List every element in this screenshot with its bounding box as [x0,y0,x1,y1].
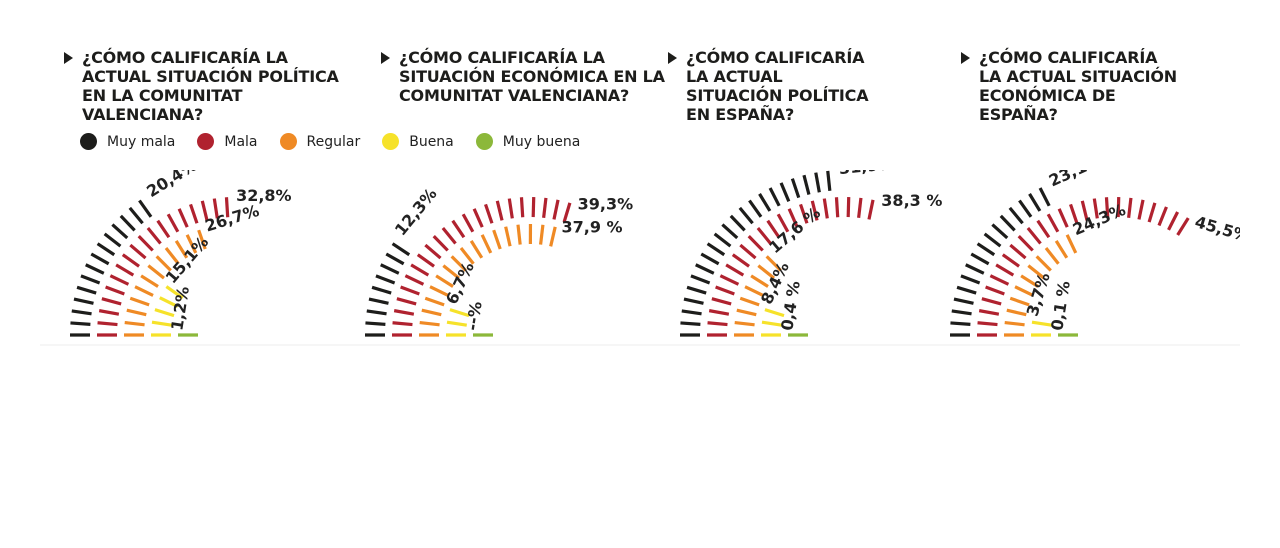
data-label: 0,1 % [1047,280,1074,332]
legend-swatch [197,133,215,150]
data-label: --% [462,300,485,332]
data-label: 24,3% [1070,200,1129,239]
bar-mala [977,197,1190,337]
chart-title-2: ¿Cómo calificaría la situación económica… [381,48,669,105]
data-label: 31,9% [838,170,895,178]
bar-mala [392,197,572,337]
data-label: 26,7% [203,201,262,236]
bar-regular [734,255,782,337]
bar-buena [1031,320,1052,337]
triangle-icon [64,52,73,64]
data-label: 45,5% [1193,212,1240,246]
chart-title-4: ¿Cómo calificaría la actual situación ec… [961,48,1179,124]
data-label: 12,3% [391,184,441,239]
bar-mala [97,197,230,337]
bar-buena [761,308,785,337]
bar-buena [151,285,184,337]
bar-muy-mala [950,187,1051,337]
legend-item: Muy buena [475,133,580,150]
radial-chart-2: 12,3% 39,3%37,9 %6,7%--% [335,184,655,346]
legend-swatch [279,133,297,150]
legend-item: Regular [279,133,360,150]
data-label: 37,9 % [562,218,623,237]
bar-regular [1004,234,1078,337]
data-label: 20,4% [143,170,200,201]
triangle-icon [381,52,390,64]
bar-muy-mala [680,170,832,337]
bar-regular [419,223,557,337]
bar-muy-mala [365,242,411,337]
radial-chart-1: 20,4% 32,8%26,7%15,1%1,2% [40,170,360,346]
data-label: 32,8% [236,186,292,205]
legend-item: Mala [197,133,258,150]
radial-chart-3: 31,9%38,3 %17,6 %8,4%0,4 % [650,170,970,346]
legend: Muy mala Mala Regular Buena Muy buena [80,133,580,150]
bar-muy-mala [70,199,153,337]
bar-mala [707,197,875,337]
legend-item: Muy mala [80,133,175,150]
bar-buena [446,308,470,337]
legend-swatch [382,133,400,150]
data-label: 23,1% [1046,170,1104,190]
radial-chart-4: 23,1% 45,5% 24,3% 3,7%0,1 % [920,170,1240,346]
data-label: 1,2% [167,285,193,332]
data-label: 38,3 % [881,191,942,210]
data-label: 39,3% [578,195,634,214]
chart-title-3: ¿Cómo calificaría la actual situación po… [668,48,876,124]
bar-regular [124,229,207,337]
data-label: 15,1% [162,233,213,287]
legend-swatch [475,133,493,150]
triangle-icon [961,52,970,64]
legend-swatch [80,133,97,150]
triangle-icon [668,52,677,64]
data-label: 3,7% [1023,270,1054,318]
legend-item: Buena [382,133,454,150]
chart-title-1: ¿Cómo calificaría la actual situación po… [64,48,352,124]
